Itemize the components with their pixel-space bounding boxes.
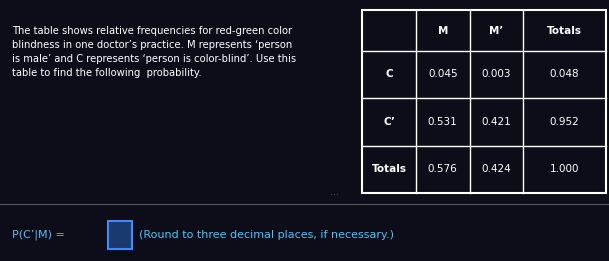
Text: 0.424: 0.424 [482,164,511,174]
Text: Totals: Totals [547,26,582,35]
Text: 0.952: 0.952 [550,117,579,127]
Text: (Round to three decimal places, if necessary.): (Round to three decimal places, if neces… [139,230,394,240]
Text: 0.421: 0.421 [482,117,511,127]
Bar [362,10,606,193]
Text: 1.000: 1.000 [550,164,579,174]
Text: C: C [385,69,393,79]
Text: 0.048: 0.048 [550,69,579,79]
Text: 0.045: 0.045 [428,69,457,79]
Text: P(C’|M) =: P(C’|M) = [12,230,69,240]
Text: M’: M’ [489,26,504,35]
Text: M: M [437,26,448,35]
Text: ···: ··· [331,190,339,200]
Text: C’: C’ [383,117,395,127]
Text: 0.003: 0.003 [482,69,511,79]
Text: 0.531: 0.531 [428,117,457,127]
Text: The table shows relative frequencies for red-green color
blindness in one doctor: The table shows relative frequencies for… [12,26,297,78]
Text: Totals: Totals [371,164,407,174]
Text: 0.576: 0.576 [428,164,457,174]
FancyBboxPatch shape [108,221,132,249]
